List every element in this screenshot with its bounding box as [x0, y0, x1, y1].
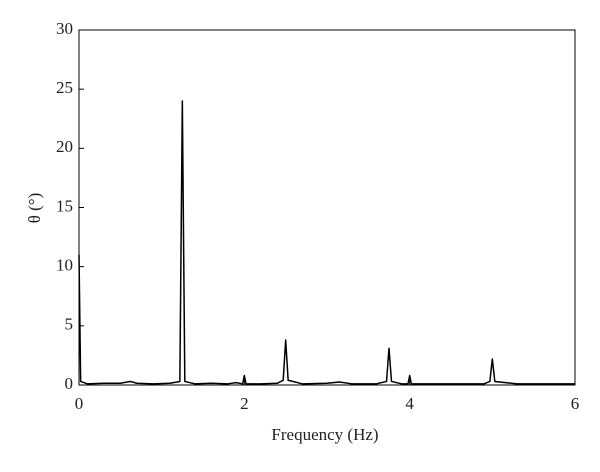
y-tick-label: 15 — [56, 196, 73, 215]
data-line — [78, 100, 575, 385]
y-tick-label: 0 — [65, 374, 74, 393]
x-axis-label: Frequency (Hz) — [271, 425, 378, 444]
x-tick-label: 2 — [240, 394, 249, 413]
x-tick-label: 0 — [75, 394, 84, 413]
y-tick-label: 10 — [56, 256, 73, 275]
x-tick-label: 4 — [405, 394, 414, 413]
y-axis-label: θ (°) — [25, 193, 44, 224]
plot-frame — [78, 29, 576, 386]
y-tick-label: 30 — [56, 19, 73, 38]
y-tick-label: 20 — [56, 137, 73, 156]
y-tick-label: 5 — [65, 315, 74, 334]
x-tick-label: 6 — [571, 394, 580, 413]
y-tick-label: 25 — [56, 78, 73, 97]
